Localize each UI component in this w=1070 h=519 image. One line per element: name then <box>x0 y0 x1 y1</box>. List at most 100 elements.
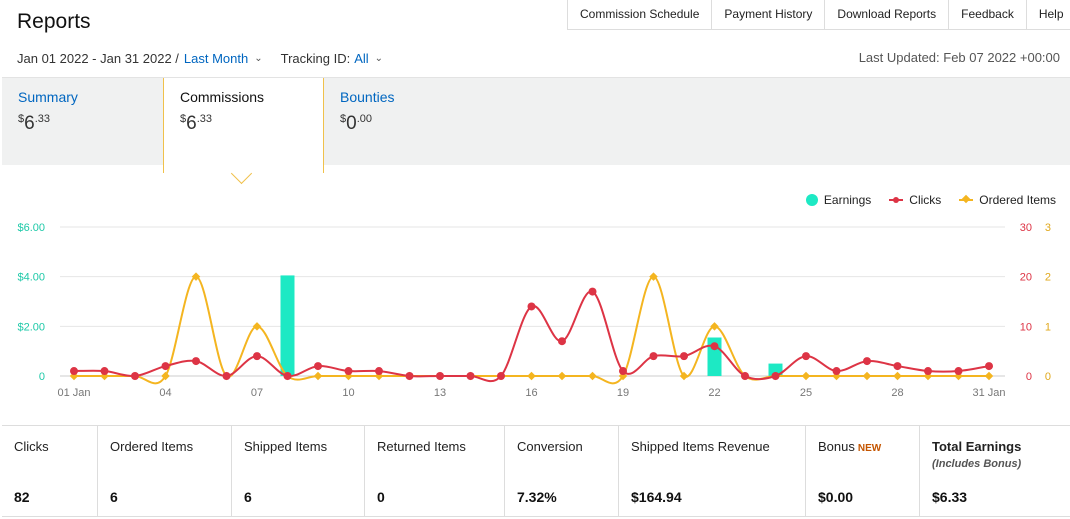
ordered-items-point <box>557 371 567 381</box>
clicks-point <box>527 302 536 311</box>
clicks-point <box>253 352 261 361</box>
y-right-clicks-tick-label: 10 <box>1020 321 1032 333</box>
ordered-items-point <box>252 322 262 331</box>
tab-value: $6.33 <box>18 113 50 134</box>
tab-bounties[interactable]: Bounties $0.00 <box>324 78 410 166</box>
commission-schedule-link[interactable]: Commission Schedule <box>568 0 713 29</box>
clicks-point <box>588 287 597 296</box>
ordered-items-point <box>801 371 811 381</box>
y-left-tick-label: 0 <box>39 371 45 383</box>
download-reports-link[interactable]: Download Reports <box>825 0 950 29</box>
ordered-items-point <box>161 371 170 381</box>
tracking-id-dropdown[interactable]: All <box>354 51 369 66</box>
ordered-items-point <box>527 371 536 381</box>
stat-total-earnings: Total Earnings (Includes Bonus) $6.33 <box>932 439 1022 505</box>
legend-earnings[interactable]: Earnings <box>805 193 871 207</box>
y-right-clicks-tick-label: 20 <box>1020 272 1032 284</box>
ordered-items-swatch-icon <box>959 194 974 205</box>
date-preset-dropdown[interactable]: Last Month <box>183 51 249 66</box>
stat-shipped-items-revenue: Shipped Items Revenue $164.94 <box>619 426 806 516</box>
clicks-point <box>954 367 963 376</box>
y-left-tick-label: $6.00 <box>17 222 45 234</box>
y-left-tick-label: $2.00 <box>17 321 45 333</box>
x-tick-label: 31 Jan <box>972 387 1005 399</box>
top-navigation: Commission Schedule Payment History Down… <box>567 0 1070 30</box>
legend-ordered-items[interactable]: Ordered Items <box>959 193 1056 207</box>
clicks-point <box>832 367 841 376</box>
clicks-point <box>70 367 78 376</box>
y-right-items-tick-label: 1 <box>1045 321 1051 333</box>
clicks-point <box>863 357 871 366</box>
y-right-items-tick-label: 3 <box>1045 222 1051 234</box>
clicks-point <box>192 357 200 366</box>
clicks-swatch-icon <box>889 195 904 205</box>
legend-clicks[interactable]: Clicks <box>889 193 941 207</box>
y-right-clicks-tick-label: 30 <box>1020 222 1032 234</box>
clicks-point <box>985 362 993 371</box>
last-updated-text: Last Updated: Feb 07 2022 +00:00 <box>858 50 1060 65</box>
tab-value: $0.00 <box>340 113 372 134</box>
clicks-point <box>222 372 231 380</box>
earnings-bar <box>768 363 783 376</box>
stat-clicks: Clicks 82 <box>2 426 98 516</box>
earnings-swatch-icon <box>805 194 818 206</box>
clicks-point <box>680 352 688 361</box>
stat-returned-items: Returned Items 0 <box>365 426 505 516</box>
clicks-point <box>375 367 383 376</box>
ordered-items-point <box>862 371 872 381</box>
stat-ordered-items: Ordered Items 6 <box>98 426 232 516</box>
filter-bar: Jan 01 2022 - Jan 31 2022 / Last Month ⌄… <box>17 51 401 66</box>
earnings-chart: $6.00 30 3 $4.00 20 2 $2.00 10 1 0 0 0 01 Jan 04 07 10 1… <box>0 165 1070 425</box>
y-right-clicks-tick-label: 0 <box>1026 371 1032 383</box>
clicks-point <box>344 367 353 376</box>
chart-legend: Earnings Clicks Ordered Items <box>788 193 1056 207</box>
clicks-point <box>283 372 292 380</box>
clicks-point <box>802 352 810 361</box>
x-tick-label: 01 Jan <box>57 387 90 399</box>
feedback-link[interactable]: Feedback <box>949 0 1027 29</box>
x-tick-label: 25 <box>800 387 812 399</box>
clicks-point <box>649 352 658 361</box>
ordered-items-point <box>313 371 323 381</box>
help-link[interactable]: Help <box>1027 0 1070 29</box>
clicks-point <box>466 372 475 380</box>
ordered-items-point <box>893 371 902 381</box>
clicks-point <box>924 367 932 376</box>
ordered-items-point <box>679 371 689 381</box>
y-right-items-tick-label: 2 <box>1045 272 1051 284</box>
clicks-point <box>100 367 109 376</box>
clicks-point <box>710 342 719 351</box>
payment-history-link[interactable]: Payment History <box>712 0 826 29</box>
y-right-items-tick-label: 0 <box>1045 371 1051 383</box>
stats-summary: Clicks 82 Ordered Items 6 Shipped Items … <box>2 425 1070 517</box>
chart-svg: $6.00 30 3$4.00 20 2$2.00 10 10 0 001 Jan 04 07 10 1… <box>17 222 1051 399</box>
clicks-point <box>436 372 444 380</box>
tab-label: Summary <box>18 89 78 105</box>
x-tick-label: 04 <box>159 387 171 399</box>
ordered-items-point <box>588 371 597 381</box>
x-tick-label: 10 <box>342 387 354 399</box>
tab-summary[interactable]: Summary $6.33 <box>2 78 94 166</box>
earnings-bar <box>280 275 295 376</box>
ordered-items-point <box>984 371 994 381</box>
chevron-down-icon[interactable]: ⌄ <box>374 53 384 64</box>
stat-bonus: Bonus NEW $0.00 <box>806 426 920 516</box>
clicks-point <box>741 372 749 380</box>
clicks-point <box>497 372 505 380</box>
x-tick-label: 13 <box>434 387 446 399</box>
y-left-tick-label: $4.00 <box>17 272 45 284</box>
page-title: Reports <box>17 10 91 33</box>
tab-value: $6.33 <box>180 113 212 134</box>
report-tabs: Summary $6.33 Commissions $6.33 Bounties… <box>2 77 1070 173</box>
clicks-point <box>558 337 566 346</box>
clicks-point <box>771 372 780 380</box>
chevron-down-icon[interactable]: ⌄ <box>254 53 263 64</box>
x-tick-label: 22 <box>708 387 720 399</box>
tab-commissions[interactable]: Commissions $6.33 <box>163 78 324 173</box>
clicks-point <box>619 367 627 376</box>
stat-conversion: Conversion 7.32% <box>505 426 619 516</box>
x-tick-label: 07 <box>251 387 263 399</box>
clicks-point <box>405 372 414 380</box>
clicks-point <box>314 362 322 371</box>
tracking-id-label: Tracking ID: <box>280 51 351 66</box>
